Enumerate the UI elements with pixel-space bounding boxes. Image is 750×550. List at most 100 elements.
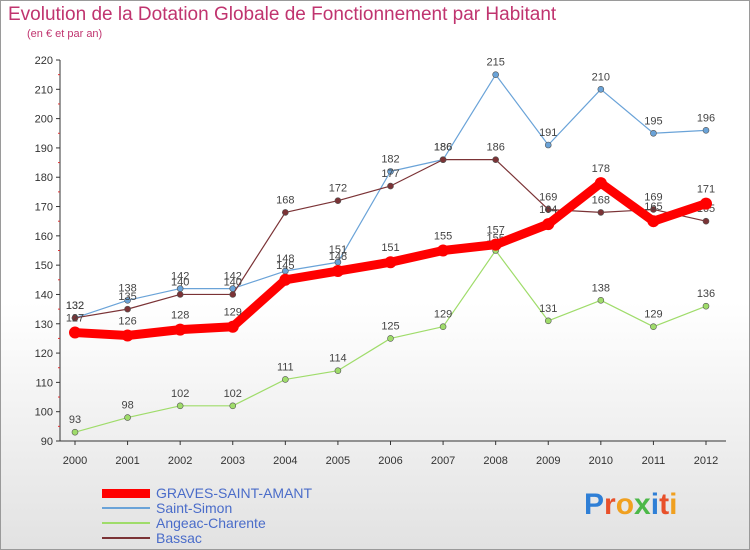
data-point <box>597 209 605 216</box>
data-label: 186 <box>486 142 504 154</box>
data-point <box>334 367 342 374</box>
data-label: 191 <box>539 127 557 139</box>
data-label: 215 <box>486 57 504 69</box>
data-label: 196 <box>697 112 715 124</box>
data-label: 142 <box>224 271 242 283</box>
data-point <box>492 156 499 163</box>
data-point <box>650 323 657 331</box>
data-label: 132 <box>66 300 84 312</box>
data-label: 135 <box>118 291 136 303</box>
data-point <box>702 302 710 310</box>
x-tick-label: 2007 <box>431 455 455 467</box>
data-point <box>544 206 552 213</box>
y-tick-label: 200 <box>35 114 53 126</box>
data-label: 151 <box>329 244 347 256</box>
series-line-1 <box>74 74 707 319</box>
x-tick-label: 2005 <box>326 455 350 467</box>
data-point <box>124 305 131 313</box>
data-point <box>71 314 79 322</box>
x-tick-label: 2003 <box>221 455 245 467</box>
y-tick-label: 150 <box>35 260 53 272</box>
data-label: 125 <box>381 320 399 332</box>
logo-letter: P <box>584 488 605 521</box>
x-tick-label: 2000 <box>63 455 87 467</box>
data-label: 102 <box>224 388 242 400</box>
data-label: 210 <box>592 71 610 83</box>
data-label: 142 <box>171 271 189 283</box>
chart-subtitle: (en € et par an) <box>27 28 103 40</box>
data-point <box>176 291 184 298</box>
data-label: 178 <box>592 163 610 175</box>
data-label: 145 <box>276 260 294 272</box>
x-tick-label: 2009 <box>536 455 560 467</box>
data-label: 127 <box>66 313 84 325</box>
data-point <box>702 127 710 134</box>
data-label: 114 <box>329 353 347 365</box>
data-point <box>124 414 131 421</box>
x-tick-label: 2010 <box>589 455 613 467</box>
data-label: 182 <box>381 153 399 165</box>
data-point <box>597 297 605 304</box>
data-label: 129 <box>224 307 242 319</box>
y-tick-label: 220 <box>35 55 53 67</box>
y-tick-label: 120 <box>35 348 53 360</box>
data-point <box>71 428 79 436</box>
legend-swatch-saint-simon <box>102 507 150 509</box>
logo-letter: r <box>604 488 616 521</box>
data-point <box>594 177 607 190</box>
data-point <box>282 376 289 383</box>
legend-swatch-graves-saint-amant <box>102 489 150 498</box>
data-label: 136 <box>697 288 715 300</box>
data-point <box>437 244 450 257</box>
y-tick-label: 180 <box>35 172 53 184</box>
data-label: 131 <box>539 303 557 315</box>
y-tick-label: 100 <box>35 407 53 419</box>
x-tick-label: 2008 <box>483 455 507 467</box>
data-label: 177 <box>381 168 399 180</box>
data-label: 138 <box>592 282 610 294</box>
y-tick-label: 210 <box>35 84 53 96</box>
data-point <box>542 218 555 231</box>
data-point <box>597 86 605 93</box>
data-label: 169 <box>539 191 557 203</box>
data-point <box>282 209 289 216</box>
data-point <box>489 238 502 251</box>
data-label: 98 <box>121 400 133 412</box>
data-point <box>384 256 397 269</box>
chart-title: Evolution de la Dotation Globale de Fonc… <box>8 4 557 25</box>
logo-letter: i <box>650 488 660 521</box>
legend-swatch-angeac-charente <box>102 522 150 524</box>
data-point <box>700 197 712 210</box>
data-point <box>702 217 710 225</box>
data-label: 168 <box>592 194 610 206</box>
legend-label-saint-simon: Saint-Simon <box>156 500 233 516</box>
legend-label-bassac: Bassac <box>156 530 202 546</box>
legend-swatch-bassac <box>102 537 150 539</box>
data-label: 132 <box>66 300 84 312</box>
data-point <box>226 320 239 333</box>
data-point <box>69 326 81 339</box>
data-point <box>544 317 552 325</box>
logo-letter: x <box>634 488 651 521</box>
data-label: 129 <box>644 309 662 321</box>
x-tick-label: 2002 <box>168 455 192 467</box>
data-label: 102 <box>171 388 189 400</box>
x-tick-label: 2004 <box>273 455 297 467</box>
data-point <box>439 323 447 331</box>
data-point <box>331 265 344 278</box>
data-label: 138 <box>118 282 136 294</box>
data-point <box>650 129 657 137</box>
data-label: 126 <box>118 315 136 327</box>
data-label: 157 <box>486 225 504 237</box>
y-tick-label: 160 <box>35 231 53 243</box>
logo-letter: t <box>659 488 670 521</box>
data-label: 128 <box>171 310 189 322</box>
data-label: 164 <box>539 204 557 216</box>
data-label: 140 <box>171 276 189 288</box>
y-tick-label: 190 <box>35 143 53 155</box>
data-label: 93 <box>69 414 81 426</box>
data-label: 155 <box>434 231 452 243</box>
logo-letter: o <box>615 488 635 521</box>
